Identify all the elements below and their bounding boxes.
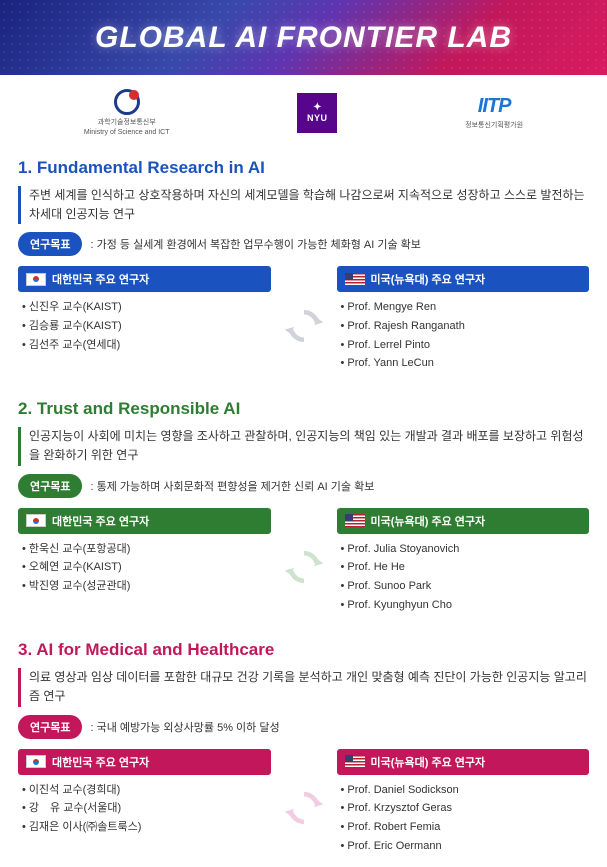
list-item: Prof. Mengye Ren — [341, 298, 590, 317]
us-list: Prof. Mengye Ren Prof. Rajesh Ranganath … — [337, 292, 590, 373]
researchers: 대한민국 주요 연구자 한욱신 교수(포항공대) 오혜연 교수(KAIST) 박… — [18, 508, 589, 615]
banner-title: GLOBAL AI FRONTIER LAB — [95, 21, 512, 55]
list-item: Prof. Robert Femia — [341, 818, 590, 837]
section-trust: 2. Trust and Responsible AI 인공지능이 사회에 미치… — [0, 399, 607, 626]
banner: GLOBAL AI FRONTIER LAB — [0, 0, 607, 75]
flag-kr-icon — [26, 755, 46, 768]
goal-text: : 통제 가능하며 사회문화적 편향성을 제거한 신뢰 AI 기술 확보 — [90, 478, 374, 494]
list-item: Prof. Julia Stoyanovich — [341, 540, 590, 559]
list-item: 오혜연 교수(KAIST) — [22, 558, 271, 577]
list-item: Prof. He He — [341, 558, 590, 577]
msit-name-kr: 과학기술정보통신부 — [98, 117, 156, 127]
kr-header: 대한민국 주요 연구자 — [18, 749, 271, 775]
researchers: 대한민국 주요 연구자 이진석 교수(경희대) 강 유 교수(서울대) 김재은 … — [18, 749, 589, 856]
list-item: 이진석 교수(경희대) — [22, 781, 271, 800]
us-header: 미국(뉴욕대) 주요 연구자 — [337, 266, 590, 292]
section-title: 1. Fundamental Research in AI — [18, 158, 589, 178]
kr-header-text: 대한민국 주요 연구자 — [52, 271, 149, 287]
list-item: 한욱신 교수(포항공대) — [22, 540, 271, 559]
nyu-text: NYU — [307, 113, 328, 123]
flag-kr-icon — [26, 514, 46, 527]
list-item: Prof. Daniel Sodickson — [341, 781, 590, 800]
flag-us-icon — [345, 755, 365, 768]
swap-icon — [281, 303, 327, 349]
section-desc: 주변 세계를 인식하고 상호작용하며 자신의 세계모델을 학습해 나감으로써 지… — [18, 186, 589, 224]
section-desc: 의료 영상과 임상 데이터를 포함한 대규모 건강 기록을 분석하고 개인 맞춤… — [18, 668, 589, 706]
researchers-us: 미국(뉴욕대) 주요 연구자 Prof. Julia Stoyanovich P… — [337, 508, 590, 615]
researchers-kr: 대한민국 주요 연구자 이진석 교수(경희대) 강 유 교수(서울대) 김재은 … — [18, 749, 271, 837]
logo-row: 과학기술정보통신부 Ministry of Science and ICT ✦ … — [0, 75, 607, 144]
list-item: 박진영 교수(성균관대) — [22, 577, 271, 596]
nyu-icon: ✦ NYU — [297, 93, 337, 133]
kr-list: 이진석 교수(경희대) 강 유 교수(서울대) 김재은 이사(㈜솔트룩스) — [18, 775, 271, 837]
msit-icon — [114, 89, 140, 115]
list-item: Prof. Sunoo Park — [341, 577, 590, 596]
goal-label: 연구목표 — [18, 715, 82, 739]
list-item: Prof. Rajesh Ranganath — [341, 317, 590, 336]
section-fundamental: 1. Fundamental Research in AI 주변 세계를 인식하… — [0, 158, 607, 385]
list-item: 김재은 이사(㈜솔트룩스) — [22, 818, 271, 837]
us-list: Prof. Julia Stoyanovich Prof. He He Prof… — [337, 534, 590, 615]
goal-row: 연구목표 : 가정 등 실세계 환경에서 복잡한 업무수행이 가능한 체화형 A… — [18, 232, 589, 256]
goal-label: 연구목표 — [18, 474, 82, 498]
kr-header-text: 대한민국 주요 연구자 — [52, 513, 149, 529]
us-header: 미국(뉴욕대) 주요 연구자 — [337, 508, 590, 534]
researchers-us: 미국(뉴욕대) 주요 연구자 Prof. Daniel Sodickson Pr… — [337, 749, 590, 856]
list-item: 김승룡 교수(KAIST) — [22, 317, 271, 336]
us-header-text: 미국(뉴욕대) 주요 연구자 — [371, 271, 486, 287]
flag-kr-icon — [26, 273, 46, 286]
kr-list: 한욱신 교수(포항공대) 오혜연 교수(KAIST) 박진영 교수(성균관대) — [18, 534, 271, 596]
researchers-kr: 대한민국 주요 연구자 신진우 교수(KAIST) 김승룡 교수(KAIST) … — [18, 266, 271, 354]
section-desc: 인공지능이 사회에 미치는 영향을 조사하고 관찰하며, 인공지능의 책임 있는… — [18, 427, 589, 465]
swap-icon — [281, 544, 327, 590]
torch-icon: ✦ — [313, 103, 321, 113]
researchers: 대한민국 주요 연구자 신진우 교수(KAIST) 김승룡 교수(KAIST) … — [18, 266, 589, 373]
swap-icon — [281, 785, 327, 831]
list-item: 강 유 교수(서울대) — [22, 799, 271, 818]
list-item: Prof. Eric Oermann — [341, 837, 590, 856]
list-item: Prof. Yann LeCun — [341, 354, 590, 373]
list-item: Prof. Lerrel Pinto — [341, 336, 590, 355]
logo-nyu: ✦ NYU — [297, 93, 337, 133]
us-list: Prof. Daniel Sodickson Prof. Krzysztof G… — [337, 775, 590, 856]
researchers-us: 미국(뉴욕대) 주요 연구자 Prof. Mengye Ren Prof. Ra… — [337, 266, 590, 373]
msit-name-en: Ministry of Science and ICT — [84, 129, 170, 136]
logo-msit: 과학기술정보통신부 Ministry of Science and ICT — [84, 89, 170, 136]
list-item: Prof. Krzysztof Geras — [341, 799, 590, 818]
list-item: 신진우 교수(KAIST) — [22, 298, 271, 317]
us-header: 미국(뉴욕대) 주요 연구자 — [337, 749, 590, 775]
kr-header-text: 대한민국 주요 연구자 — [52, 754, 149, 770]
us-header-text: 미국(뉴욕대) 주요 연구자 — [371, 754, 486, 770]
kr-header: 대한민국 주요 연구자 — [18, 508, 271, 534]
iitp-text: IITP — [478, 95, 511, 118]
list-item: Prof. Kyunghyun Cho — [341, 596, 590, 615]
goal-text: : 국내 예방가능 외상사망률 5% 이하 달성 — [90, 719, 279, 735]
researchers-kr: 대한민국 주요 연구자 한욱신 교수(포항공대) 오혜연 교수(KAIST) 박… — [18, 508, 271, 596]
section-medical: 3. AI for Medical and Healthcare 의료 영상과 … — [0, 640, 607, 867]
section-title: 2. Trust and Responsible AI — [18, 399, 589, 419]
iitp-sub: 정보통신기획평가원 — [465, 120, 523, 130]
goal-text: : 가정 등 실세계 환경에서 복잡한 업무수행이 가능한 체화형 AI 기술 … — [90, 236, 420, 252]
goal-row: 연구목표 : 통제 가능하며 사회문화적 편향성을 제거한 신뢰 AI 기술 확… — [18, 474, 589, 498]
kr-list: 신진우 교수(KAIST) 김승룡 교수(KAIST) 김선주 교수(연세대) — [18, 292, 271, 354]
list-item: 김선주 교수(연세대) — [22, 336, 271, 355]
goal-row: 연구목표 : 국내 예방가능 외상사망률 5% 이하 달성 — [18, 715, 589, 739]
kr-header: 대한민국 주요 연구자 — [18, 266, 271, 292]
flag-us-icon — [345, 514, 365, 527]
section-title: 3. AI for Medical and Healthcare — [18, 640, 589, 660]
us-header-text: 미국(뉴욕대) 주요 연구자 — [371, 513, 486, 529]
goal-label: 연구목표 — [18, 232, 82, 256]
logo-iitp: IITP 정보통신기획평가원 — [465, 95, 523, 130]
flag-us-icon — [345, 273, 365, 286]
